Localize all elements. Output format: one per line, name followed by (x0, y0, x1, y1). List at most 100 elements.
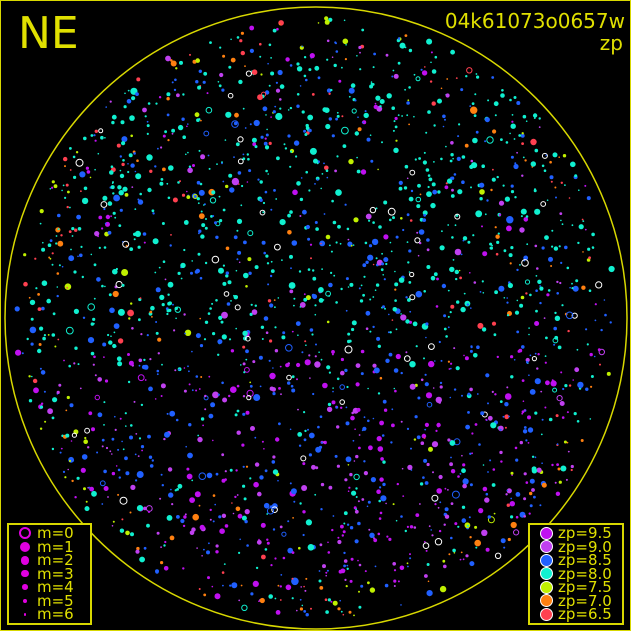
star-point (350, 415, 355, 421)
star-point (450, 502, 454, 505)
band-label: zp (599, 31, 623, 55)
star-point (593, 355, 596, 358)
star-point (409, 383, 416, 390)
star-point (73, 308, 79, 314)
star-point (209, 41, 212, 44)
star-point (430, 529, 433, 531)
star-point (415, 196, 422, 203)
zp-label: zp=8.5 (558, 551, 612, 570)
star-point (264, 190, 268, 194)
star-point (142, 107, 147, 113)
star-point (426, 191, 432, 198)
star-point (587, 247, 591, 251)
star-point (162, 134, 166, 138)
star-point (383, 200, 388, 205)
star-point (121, 162, 125, 167)
star-point (470, 345, 473, 348)
star-point (368, 445, 373, 451)
star-point (524, 409, 526, 412)
star-point (577, 381, 584, 389)
star-point (530, 138, 537, 146)
star-point (203, 130, 210, 137)
star-point (182, 93, 185, 96)
star-point (224, 524, 229, 528)
star-point (516, 101, 521, 105)
star-point (523, 426, 527, 429)
star-point (127, 89, 130, 92)
star-point (228, 394, 231, 398)
star-point (311, 464, 316, 470)
star-point (29, 326, 37, 334)
star-point (544, 355, 547, 357)
star-point (160, 178, 164, 181)
star-point (307, 114, 314, 121)
star-point (117, 185, 122, 190)
star-point (265, 331, 269, 335)
star-point (384, 583, 389, 588)
star-point (534, 244, 538, 248)
star-point (341, 66, 343, 69)
star-point (551, 229, 554, 232)
star-point (143, 241, 146, 244)
star-point (578, 224, 584, 230)
star-point (280, 393, 282, 396)
star-point (452, 548, 456, 553)
star-point (343, 511, 348, 516)
star-point (580, 439, 584, 442)
star-point (414, 237, 421, 244)
star-point (97, 377, 102, 382)
star-point (207, 154, 210, 157)
star-point (428, 525, 431, 528)
star-point (127, 309, 134, 317)
star-point (88, 486, 91, 489)
star-point (571, 312, 578, 319)
star-point (274, 326, 277, 329)
star-point (367, 500, 371, 504)
star-point (212, 520, 215, 523)
star-point (531, 455, 535, 458)
star-point (409, 361, 416, 368)
star-point (451, 236, 454, 239)
star-point (438, 529, 442, 533)
star-point (351, 108, 357, 114)
star-point (174, 306, 182, 313)
star-point (55, 242, 58, 245)
star-point (124, 92, 126, 95)
star-point (501, 89, 504, 92)
star-point (336, 464, 340, 468)
star-point (550, 180, 553, 183)
star-point (49, 257, 52, 260)
star-point (522, 156, 525, 159)
star-point (409, 169, 416, 176)
star-point (571, 282, 573, 285)
star-point (310, 257, 312, 260)
star-point (469, 349, 473, 353)
star-point (358, 446, 361, 450)
star-point (258, 355, 263, 360)
star-point (431, 494, 439, 502)
star-point (254, 145, 258, 149)
star-point (176, 515, 180, 519)
star-point (144, 115, 147, 118)
star-point (73, 175, 77, 179)
magnitude-label: m=1 (37, 537, 74, 556)
star-point (522, 400, 525, 403)
star-point (305, 78, 308, 82)
star-point (215, 472, 219, 476)
star-point (439, 245, 445, 251)
star-point (484, 140, 487, 143)
star-point (302, 533, 305, 537)
star-point (204, 226, 208, 230)
star-point (166, 97, 170, 101)
star-point (82, 316, 86, 319)
star-point (561, 223, 564, 226)
star-point (482, 251, 488, 257)
star-point (146, 132, 149, 135)
star-point (112, 343, 117, 349)
star-point (450, 362, 453, 365)
star-point (208, 542, 210, 545)
star-point (270, 116, 272, 118)
star-point (174, 369, 177, 372)
star-point (475, 546, 478, 549)
star-point (368, 528, 371, 531)
